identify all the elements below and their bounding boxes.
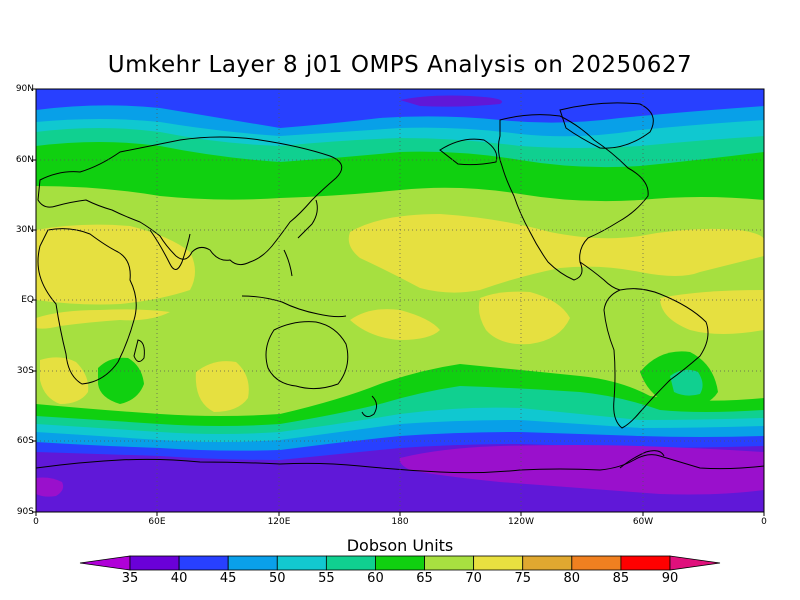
lon-label: 120E [267, 517, 291, 527]
colorbar-tick-label: 40 [170, 571, 188, 586]
lat-label: 30S [16, 366, 34, 376]
lat-label: 60N [15, 155, 34, 165]
colorbar-tick-label: 75 [514, 571, 531, 586]
band-35-west [36, 477, 64, 497]
coast-indonesia [241, 295, 347, 318]
band-75-pacific-east [478, 291, 570, 345]
colorbar-tick-label: 45 [219, 571, 237, 586]
ozone-field [36, 89, 764, 512]
colorbar-tick-label: 60 [367, 571, 384, 586]
coast-philippines [283, 249, 293, 277]
band-65-madagascar [98, 357, 144, 404]
coast-africa [37, 228, 137, 385]
colorbar-tick-label: 55 [318, 571, 335, 586]
lon-label: 60E [148, 517, 166, 527]
colorbar-swatch [473, 555, 524, 571]
coast-greenland [559, 102, 654, 149]
colorbar-swatch [325, 555, 376, 571]
coast-antarctic-peninsula [619, 450, 665, 469]
coast-madagascar [133, 339, 145, 362]
colorbar-swatch [424, 555, 475, 571]
band-75-atlantic [660, 290, 764, 334]
band-75-south-indian [195, 361, 249, 412]
lon-label: 180 [391, 517, 409, 527]
colorbar-min-arrow [79, 555, 131, 571]
band-75-pacific-south [350, 309, 440, 340]
colorbar-swatch [620, 555, 671, 571]
band-60-south-atlantic [670, 369, 703, 396]
colorbar-swatch [375, 555, 425, 571]
colorbar-swatch [276, 555, 327, 571]
coast-eurasia [37, 136, 343, 266]
band-75-indian-ocean [36, 309, 170, 329]
coast-central-america [579, 261, 621, 291]
colorbar [79, 555, 721, 571]
band-75-north-tropics [36, 224, 195, 305]
colorbar-swatch [178, 555, 229, 571]
axis-ticks [32, 88, 765, 516]
coast-india [149, 229, 191, 270]
colorbar-tick-label: 35 [121, 571, 139, 586]
coast-south-america [603, 288, 709, 429]
lon-label: 0 [761, 517, 767, 527]
colorbar-tick-label: 85 [612, 571, 630, 586]
colorbar-swatch [571, 555, 622, 571]
colorbar-tick-label: 70 [465, 571, 482, 586]
coast-japan [297, 199, 318, 239]
map-title: Umkehr Layer 8 j01 OMPS Analysis on 2025… [107, 52, 693, 78]
band-40-arctic [400, 95, 502, 107]
coastlines [36, 102, 764, 474]
lat-label: 90N [15, 84, 34, 94]
coast-alaska [439, 138, 498, 166]
coast-north-america [497, 114, 649, 281]
lon-label: 120W [507, 517, 535, 527]
colorbar-swatch [522, 555, 573, 571]
graticule [36, 89, 764, 512]
lon-label: 0 [33, 517, 39, 527]
colorbar-tick-label: 50 [268, 571, 286, 586]
coast-australia [265, 321, 349, 390]
lat-label: 60S [16, 436, 34, 446]
lat-label: 30N [15, 225, 34, 235]
colorbar-tick-label: 65 [416, 571, 433, 586]
coast-antarctica [36, 454, 764, 474]
colorbar-swatch [227, 555, 278, 571]
lat-label: 90S [16, 507, 34, 517]
colorbar-tick-label: 80 [563, 571, 581, 586]
colorbar-swatch [129, 555, 180, 571]
colorbar-max-arrow [669, 555, 721, 571]
colorbar-title: Dobson Units [346, 536, 454, 555]
band-75-south-africa [40, 357, 89, 404]
band-75-central-pacific [348, 214, 764, 293]
lon-label: 60W [632, 517, 654, 527]
lat-label: EQ [21, 295, 34, 305]
colorbar-tick-label: 90 [661, 571, 679, 586]
coast-nz [361, 395, 378, 418]
